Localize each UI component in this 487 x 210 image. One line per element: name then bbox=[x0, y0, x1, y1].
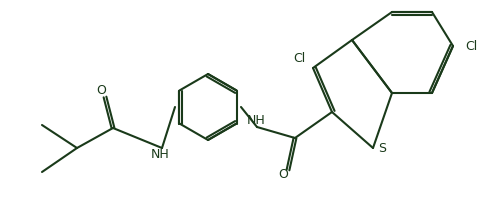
Text: NH: NH bbox=[150, 148, 169, 161]
Text: NH: NH bbox=[246, 113, 265, 126]
Text: O: O bbox=[278, 168, 288, 181]
Text: Cl: Cl bbox=[465, 39, 477, 52]
Text: O: O bbox=[96, 84, 106, 97]
Text: Cl: Cl bbox=[293, 51, 305, 64]
Text: S: S bbox=[378, 142, 386, 155]
